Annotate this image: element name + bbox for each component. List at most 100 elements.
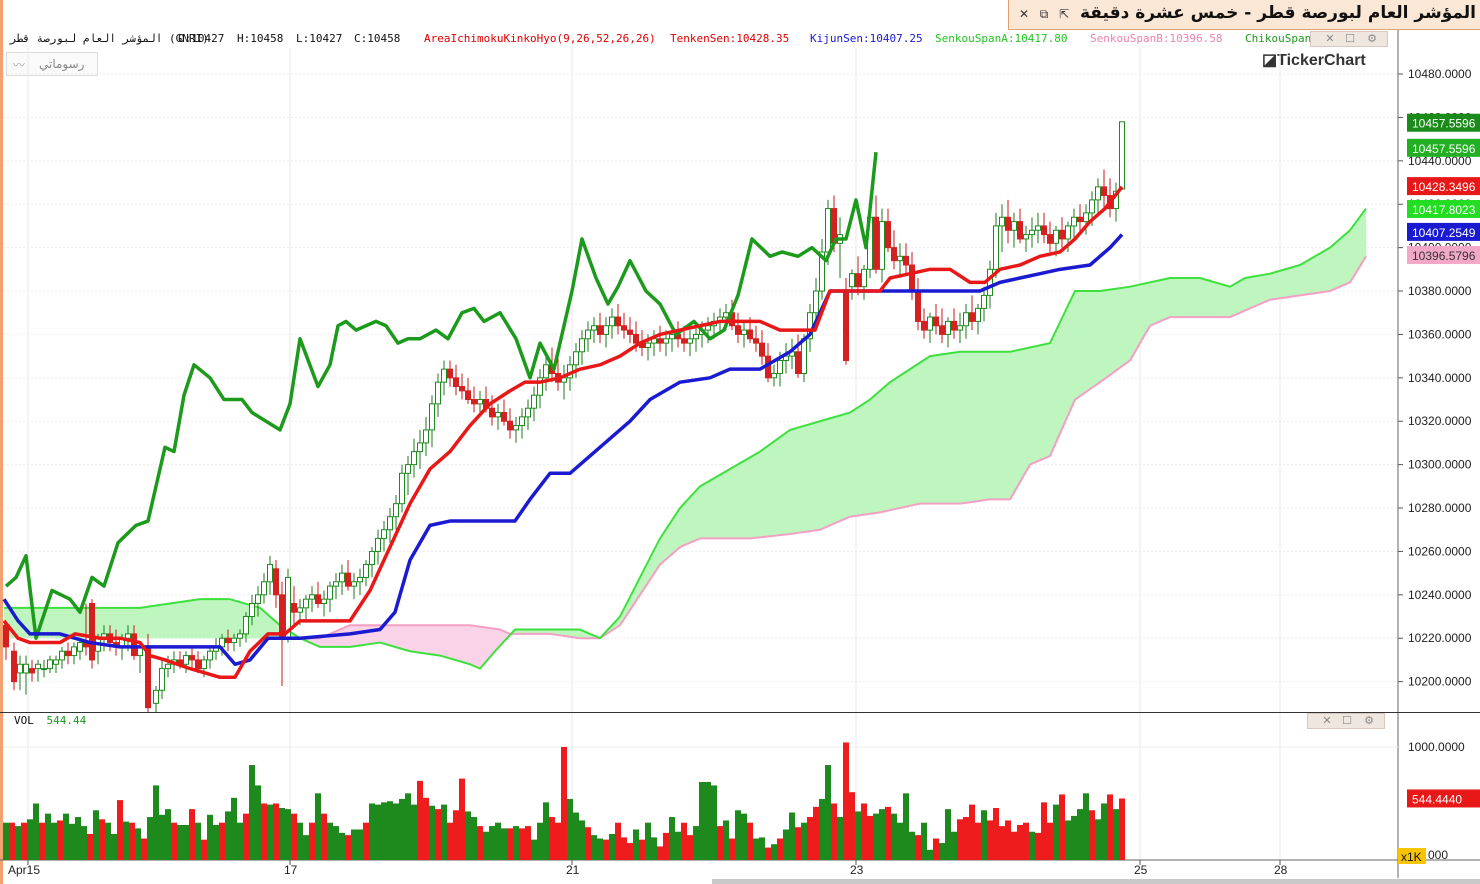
cloud-fill (430, 625, 433, 655)
candle-body (195, 659, 201, 670)
volume-bar (135, 828, 141, 860)
cloud-fill (394, 625, 397, 647)
tenkan-sen-line (2, 185, 1124, 680)
cloud-fill (884, 387, 887, 512)
cloud-fill (654, 550, 657, 574)
window-title-bar[interactable]: ✕ ⧉ ⇱ المؤشر العام لبورصة قطر - خمس عشرة… (1008, 0, 1480, 30)
close-icon[interactable]: ✕ (1325, 32, 1335, 45)
cloud-fill (106, 607, 109, 639)
candle-body (537, 377, 543, 396)
volume-bar (897, 822, 903, 860)
horizontal-scrollbar[interactable] (712, 879, 1480, 884)
cloud-fill (978, 351, 981, 502)
cloud-fill (344, 627, 347, 647)
cloud-fill (534, 629, 537, 634)
cloud-fill (322, 637, 325, 647)
cloud-fill (670, 523, 673, 556)
volume-bar (657, 846, 663, 860)
volume-bar (735, 810, 741, 860)
cloud-fill (122, 607, 125, 639)
candle-body (693, 333, 699, 340)
candle-body (633, 333, 639, 344)
symbol-name: المؤشر العام لبورصة قطر (GNRI) (10, 32, 209, 45)
volume-bar (1005, 820, 1011, 860)
cloud-fill (368, 625, 371, 645)
volume-bar (831, 803, 837, 860)
candle-body (339, 572, 345, 583)
volume-bar (1089, 810, 1095, 860)
volume-bar (345, 835, 351, 860)
indicator-name[interactable]: AreaIchimokuKinkoHyo(9,26,52,26,26) (424, 32, 656, 45)
volume-bar (387, 801, 393, 860)
cloud-fill (68, 607, 71, 639)
cloud-fill (542, 629, 545, 634)
volume-bar (435, 809, 441, 860)
my-drawings-button[interactable]: 〰 رسوماتي (6, 52, 98, 76)
cloud-fill (830, 418, 833, 526)
cloud-fill (1256, 276, 1259, 306)
panel-divider[interactable] (0, 712, 1480, 713)
candle-body (447, 368, 453, 379)
candle-body (771, 372, 777, 379)
cloud-fill (1158, 280, 1161, 323)
cloud-fill (22, 607, 25, 639)
cloud-fill (1162, 279, 1165, 321)
cloud-fill (1146, 283, 1149, 333)
cloud-fill (994, 351, 997, 500)
close-icon[interactable]: ✕ (1322, 714, 1332, 727)
cloud-fill (968, 351, 971, 503)
cloud-fill (334, 632, 337, 647)
cloud-fill (1342, 237, 1345, 286)
cloud-fill (876, 394, 879, 513)
cloud-fill (1184, 278, 1187, 318)
settings-icon[interactable]: ⚙ (1364, 714, 1374, 727)
candle-body (1089, 199, 1095, 214)
cloud-fill (950, 353, 953, 504)
cloud-fill (1130, 286, 1133, 361)
cloud-fill (116, 607, 119, 639)
candle-body (29, 668, 35, 674)
cloud-fill (1218, 283, 1221, 318)
cloud-fill (568, 629, 571, 637)
cloud-fill (806, 425, 809, 532)
candle-body (621, 325, 627, 331)
volume-bar (339, 832, 345, 860)
cloud-fill (1354, 224, 1357, 276)
restore-icon[interactable]: ⧉ (1039, 7, 1049, 21)
candle-body (531, 394, 537, 409)
cloud-fill (1044, 344, 1047, 459)
candle-body (1083, 212, 1089, 223)
cloud-fill (484, 627, 487, 664)
detach-icon[interactable]: ⇱ (1058, 7, 1070, 21)
cloud-fill (738, 464, 741, 539)
volume-bar (303, 835, 309, 860)
maximize-icon[interactable]: ☐ (1345, 32, 1355, 45)
cloud-fill (718, 475, 721, 539)
volume-bar (129, 822, 135, 860)
candle-body (1041, 225, 1047, 236)
cloud-fill (1054, 334, 1057, 447)
settings-icon[interactable]: ⚙ (1367, 32, 1377, 45)
candle-body (131, 633, 137, 657)
candle-body (429, 403, 435, 431)
cloud-fill (1148, 282, 1151, 330)
cloud-fill (974, 351, 977, 502)
cloud-fill (694, 492, 697, 542)
volume-bar (843, 742, 849, 860)
cloud-fill (880, 390, 883, 513)
cloud-fill (828, 418, 831, 527)
cloud-fill (1192, 278, 1195, 318)
cloud-fill (896, 378, 899, 509)
cloud-fill (944, 354, 947, 504)
cloud-fill (558, 629, 561, 636)
cloud-fill (1314, 256, 1317, 294)
cloud-fill (76, 607, 79, 639)
close-icon[interactable]: ✕ (1018, 7, 1030, 21)
maximize-icon[interactable]: ☐ (1342, 714, 1352, 727)
cloud-fill (1268, 274, 1271, 301)
candle-body (759, 342, 765, 357)
cloud-fill (814, 422, 817, 531)
cloud-fill (658, 542, 661, 568)
candle-body (47, 659, 53, 670)
